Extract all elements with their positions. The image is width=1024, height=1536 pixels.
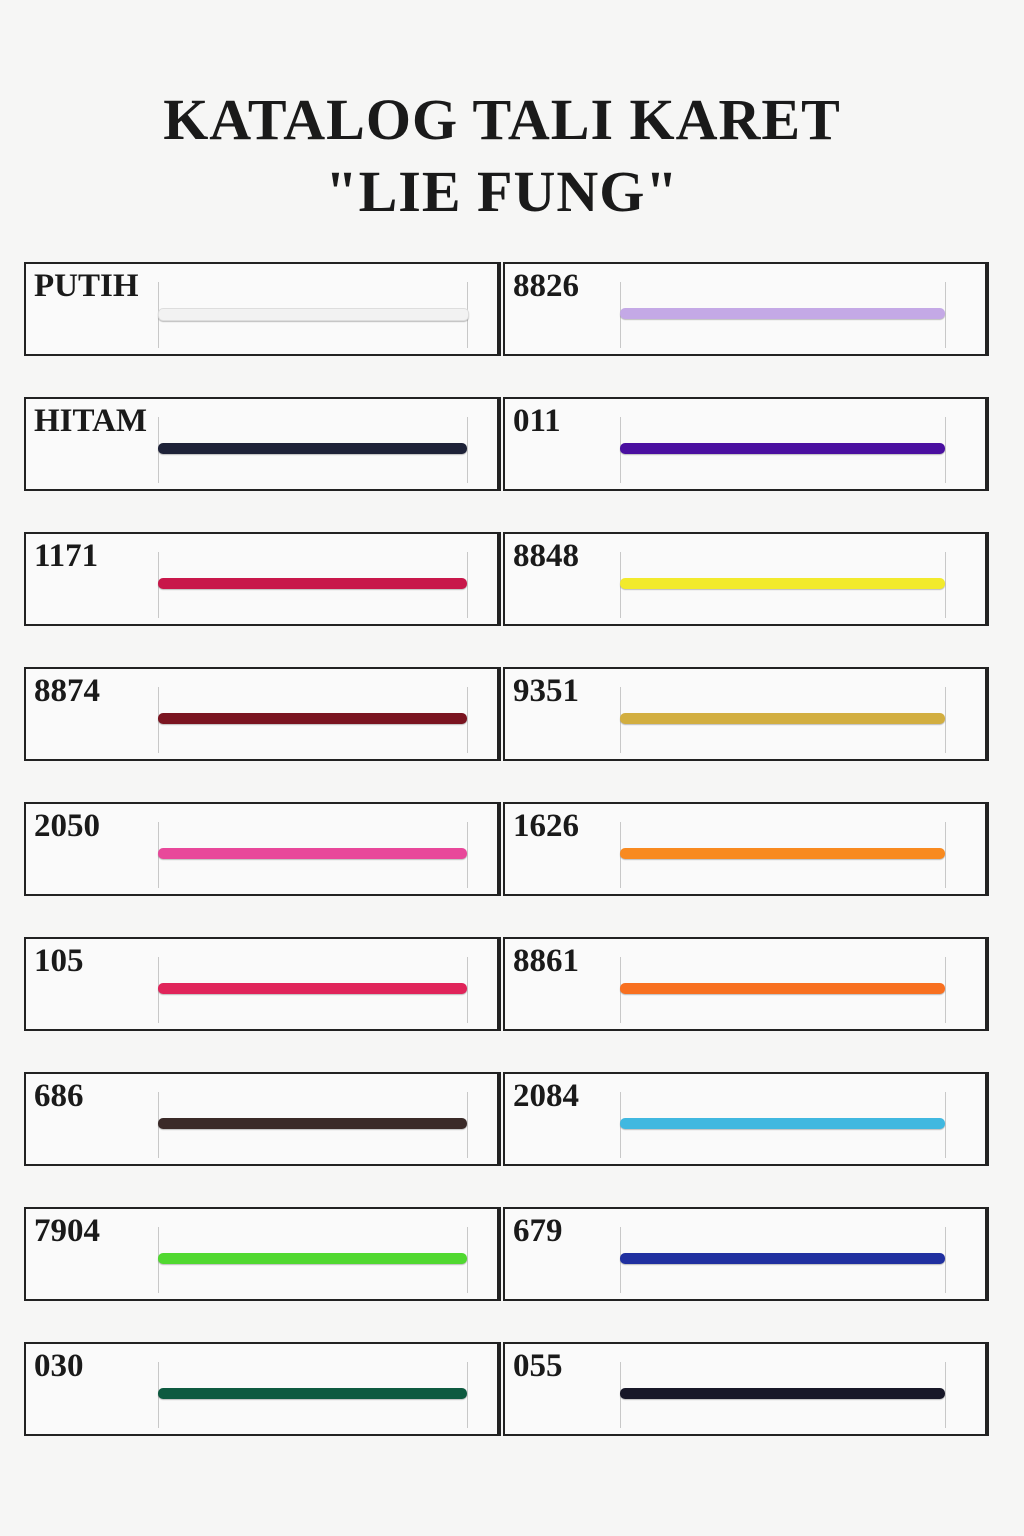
elastic-cord xyxy=(158,713,467,724)
swatch-label: 030 xyxy=(34,1348,84,1384)
swatch-card: 8861 xyxy=(503,937,989,1031)
swatch-card: 2050 xyxy=(24,802,501,896)
slit xyxy=(945,687,946,753)
elastic-cord xyxy=(158,1253,467,1264)
slit xyxy=(467,417,468,483)
elastic-cord xyxy=(620,578,945,589)
elastic-cord xyxy=(158,1118,467,1129)
swatch-label: 055 xyxy=(513,1348,563,1384)
swatch-card: 055 xyxy=(503,1342,989,1436)
slit xyxy=(467,1092,468,1158)
swatch-card: 011 xyxy=(503,397,989,491)
elastic-cord xyxy=(620,713,945,724)
slit xyxy=(945,1092,946,1158)
swatch-card: 679 xyxy=(503,1207,989,1301)
elastic-cord xyxy=(620,1118,945,1129)
swatch-card: 8874 xyxy=(24,667,501,761)
slit xyxy=(467,1227,468,1293)
elastic-cord xyxy=(158,848,467,859)
swatch-label: 8826 xyxy=(513,268,579,304)
slit xyxy=(467,552,468,618)
elastic-cord xyxy=(620,308,945,319)
swatch-label: 8848 xyxy=(513,538,579,574)
swatch-label: 9351 xyxy=(513,673,579,709)
slit xyxy=(945,957,946,1023)
slit xyxy=(945,552,946,618)
elastic-cord xyxy=(620,983,945,994)
swatch-label: 2050 xyxy=(34,808,100,844)
slit xyxy=(945,822,946,888)
swatch-label: PUTIH xyxy=(34,268,139,304)
slit xyxy=(945,1227,946,1293)
elastic-cord xyxy=(158,443,467,454)
elastic-cord xyxy=(620,443,945,454)
slit xyxy=(945,1362,946,1428)
slit xyxy=(467,1362,468,1428)
slit xyxy=(467,687,468,753)
title-line: "LIE FUNG" xyxy=(325,159,679,224)
elastic-cord xyxy=(158,578,467,589)
elastic-cord xyxy=(620,1388,945,1399)
swatch-label: 105 xyxy=(34,943,84,979)
elastic-cord xyxy=(158,308,469,321)
title-line: KATALOG TALI KARET xyxy=(163,87,841,152)
slit xyxy=(467,822,468,888)
swatch-card: 1626 xyxy=(503,802,989,896)
swatch-label: 011 xyxy=(513,403,561,439)
swatch-label: 7904 xyxy=(34,1213,100,1249)
elastic-cord xyxy=(620,1253,945,1264)
slit xyxy=(467,957,468,1023)
swatch-card: 030 xyxy=(24,1342,501,1436)
swatch-card: 8826 xyxy=(503,262,989,356)
swatch-card: 7904 xyxy=(24,1207,501,1301)
swatch-label: 8874 xyxy=(34,673,100,709)
swatch-label: 686 xyxy=(34,1078,84,1114)
swatch-label: HITAM xyxy=(34,403,148,439)
slit xyxy=(945,282,946,348)
swatch-label: 679 xyxy=(513,1213,563,1249)
swatch-label: 2084 xyxy=(513,1078,579,1114)
swatch-card: HITAM xyxy=(24,397,501,491)
swatch-label: 1626 xyxy=(513,808,579,844)
slit xyxy=(945,417,946,483)
swatch-label: 8861 xyxy=(513,943,579,979)
elastic-cord xyxy=(158,1388,467,1399)
swatch-card: 2084 xyxy=(503,1072,989,1166)
swatch-card: 686 xyxy=(24,1072,501,1166)
elastic-cord xyxy=(620,848,945,859)
swatch-card: 9351 xyxy=(503,667,989,761)
elastic-cord xyxy=(158,983,467,994)
swatch-label: 1171 xyxy=(34,538,99,574)
swatch-card: 105 xyxy=(24,937,501,1031)
swatch-card: 1171 xyxy=(24,532,501,626)
swatch-card: 8848 xyxy=(503,532,989,626)
swatch-card: PUTIH xyxy=(24,262,501,356)
